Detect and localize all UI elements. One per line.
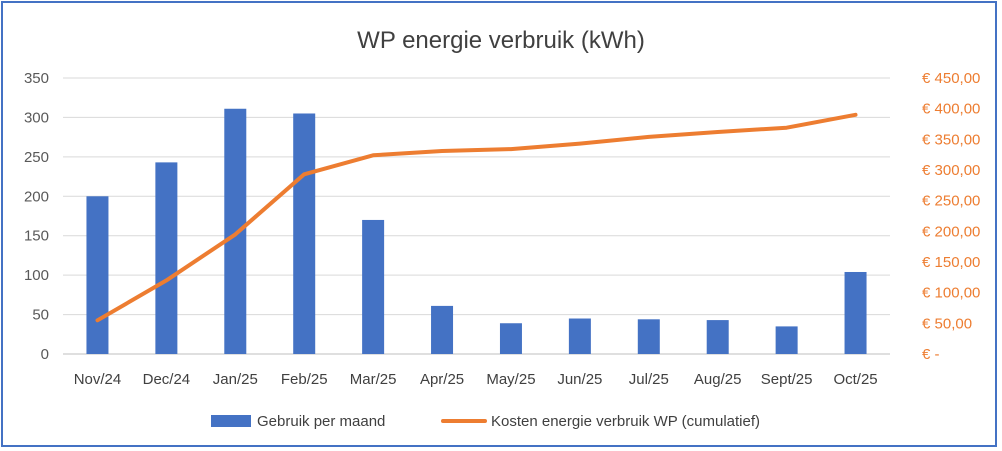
right-axis-tick-label: € 100,00 [922, 285, 980, 302]
bar [499, 323, 522, 354]
legend: Gebruik per maand Kosten energie verbrui… [211, 413, 760, 430]
bar [706, 320, 729, 354]
bar [431, 305, 454, 354]
right-axis-tick-label: € 400,00 [922, 101, 980, 118]
gridlines [63, 77, 890, 355]
bar [637, 319, 660, 354]
left-axis-tick-label: 200 [24, 188, 49, 205]
right-axis-tick-label: € 450,00 [922, 70, 980, 87]
bar [224, 108, 247, 354]
right-axis-tick-label: € - [922, 346, 940, 363]
legend-label-bar: Gebruik per maand [257, 413, 385, 430]
right-axis-tick-label: € 200,00 [922, 223, 980, 240]
x-axis-tick-label: Dec/24 [143, 371, 191, 388]
x-axis-tick-label: Nov/24 [74, 371, 122, 388]
x-axis-tick-label: Apr/25 [420, 371, 464, 388]
bar [86, 196, 109, 354]
x-axis-tick-label: Jun/25 [557, 371, 602, 388]
left-axis-tick-label: 0 [41, 346, 49, 363]
line-series [95, 112, 858, 323]
x-axis-tick-label: Jul/25 [629, 371, 669, 388]
left-axis-tick-label: 250 [24, 149, 49, 166]
bar-series [86, 108, 867, 354]
x-axis-tick-label: Mar/25 [350, 371, 397, 388]
legend-swatch-bar [211, 415, 251, 427]
x-axis-tick-label: Aug/25 [694, 371, 742, 388]
x-axis: Nov/24 Dec/24 Jan/25 Feb/25 Mar/25 Apr/25 May/… [74, 371, 878, 388]
x-axis-tick-label: Jan/25 [213, 371, 258, 388]
cumulative-cost-line [95, 112, 858, 323]
right-axis-tick-label: € 50,00 [922, 315, 972, 332]
x-axis-tick-label: Sept/25 [761, 371, 813, 388]
bar [155, 162, 178, 354]
left-axis-tick-label: 350 [24, 70, 49, 87]
combo-chart: WP energie verbruik (kWh) 0 50 100 150 200 25… [24, 27, 980, 430]
chart-title: WP energie verbruik (kWh) [357, 27, 645, 54]
bar [362, 219, 385, 354]
left-axis-tick-label: 150 [24, 228, 49, 245]
right-axis-tick-label: € 350,00 [922, 131, 980, 148]
right-axis: € - € 50,00 € 100,00 € 150,00 € 200,00 € 250,… [922, 70, 980, 363]
x-axis-tick-label: May/25 [486, 371, 535, 388]
right-axis-tick-label: € 300,00 [922, 162, 980, 179]
left-axis-tick-label: 100 [24, 267, 49, 284]
right-axis-tick-label: € 150,00 [922, 254, 980, 271]
bar [568, 318, 591, 354]
bar [844, 271, 867, 354]
bar [775, 326, 798, 354]
x-axis-tick-label: Feb/25 [281, 371, 328, 388]
bar [293, 113, 316, 354]
left-axis-tick-label: 300 [24, 109, 49, 126]
legend-label-line: Kosten energie verbruik WP (cumulatief) [491, 413, 760, 430]
left-axis: 0 50 100 150 200 250 300 350 [24, 70, 49, 363]
left-axis-tick-label: 50 [32, 307, 49, 324]
right-axis-tick-label: € 250,00 [922, 193, 980, 210]
x-axis-tick-label: Oct/25 [833, 371, 877, 388]
